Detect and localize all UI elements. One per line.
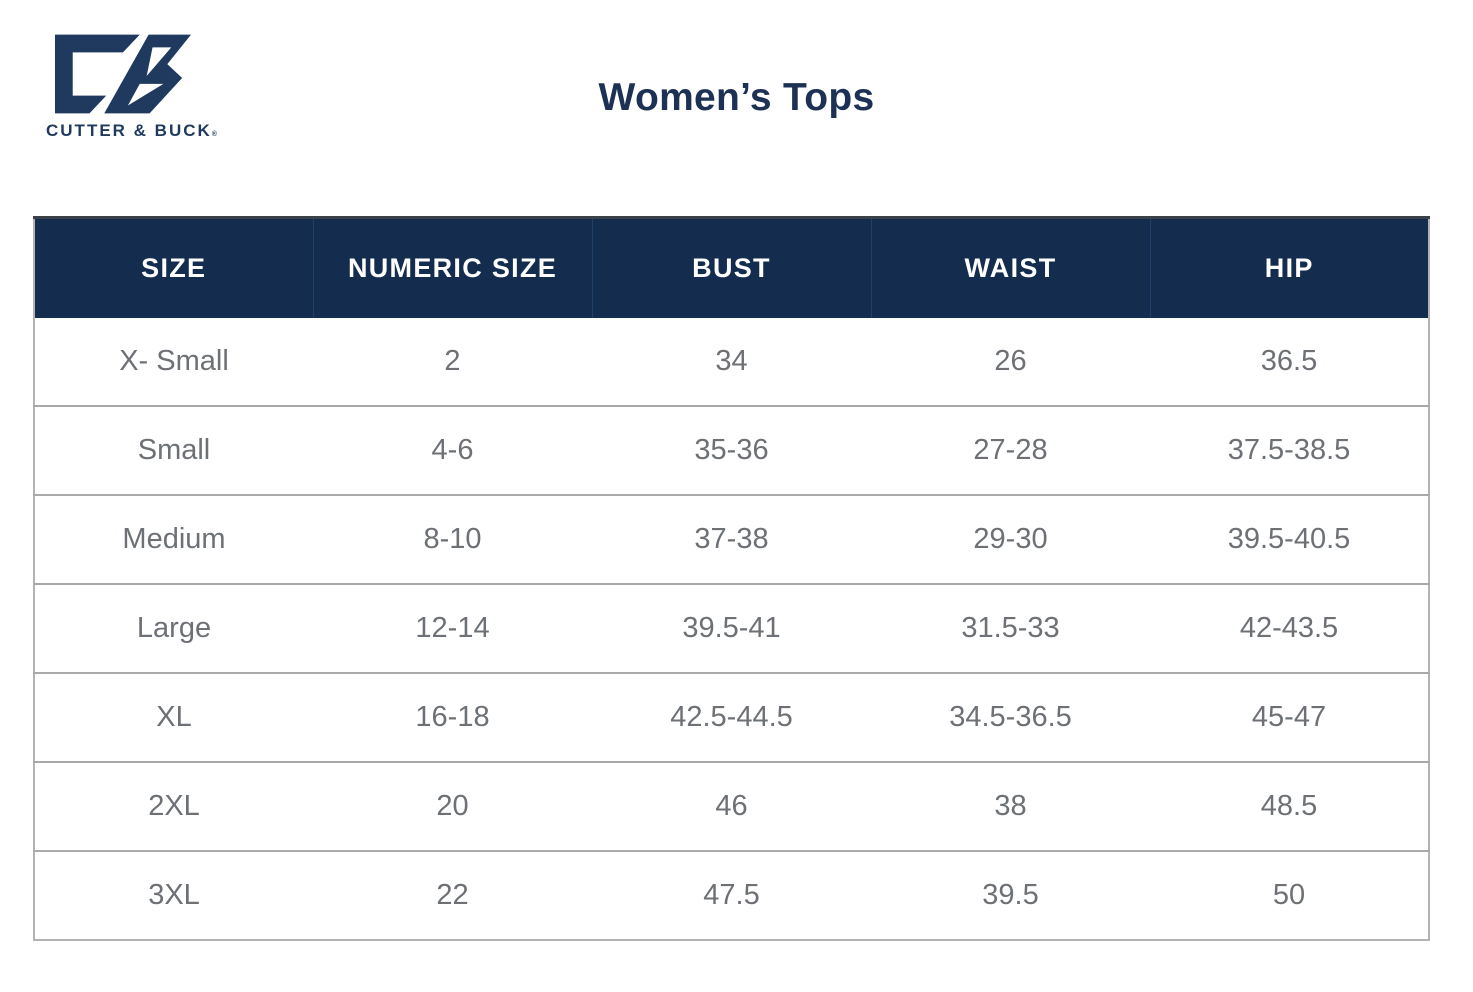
table-cell: 16-18 bbox=[313, 672, 592, 762]
column-header-hip: HIP bbox=[1149, 216, 1429, 318]
table-cell: 37.5-38.5 bbox=[1150, 405, 1429, 495]
table-row: XL 16-18 42.5-44.5 34.5-36.5 45-47 bbox=[34, 672, 1429, 762]
column-header-waist: WAIST bbox=[870, 216, 1150, 318]
table-cell: 8-10 bbox=[313, 494, 592, 584]
table-cell: 37-38 bbox=[592, 494, 871, 584]
table-cell: 45-47 bbox=[1150, 672, 1429, 762]
table-cell: Medium bbox=[34, 494, 313, 584]
table-cell: 34 bbox=[592, 318, 871, 406]
table-cell: 12-14 bbox=[313, 583, 592, 673]
table-cell: 20 bbox=[313, 761, 592, 851]
table-cell: 22 bbox=[313, 850, 592, 940]
table-cell: 39.5 bbox=[871, 850, 1150, 940]
size-chart-table: SIZE NUMERIC SIZE BUST WAIST HIP X- Smal… bbox=[33, 216, 1430, 941]
size-chart-header: SIZE NUMERIC SIZE BUST WAIST HIP bbox=[34, 216, 1429, 318]
table-cell: 35-36 bbox=[592, 405, 871, 495]
table-cell: 2 bbox=[313, 318, 592, 406]
brand-wordmark: CUTTER & BUCK® bbox=[46, 121, 217, 141]
table-cell: 34.5-36.5 bbox=[871, 672, 1150, 762]
page-title: Women’s Tops bbox=[598, 76, 875, 119]
table-cell: 39.5-41 bbox=[592, 583, 871, 673]
table-row: 3XL 22 47.5 39.5 50 bbox=[34, 850, 1429, 940]
table-cell: 39.5-40.5 bbox=[1150, 494, 1429, 584]
table-row: Small 4-6 35-36 27-28 37.5-38.5 bbox=[34, 405, 1429, 495]
brand-logo: CUTTER & BUCK® bbox=[46, 34, 217, 141]
column-header-numeric-size: NUMERIC SIZE bbox=[312, 216, 592, 318]
registered-trademark: ® bbox=[211, 131, 217, 138]
table-cell: 27-28 bbox=[871, 405, 1150, 495]
table-cell: 31.5-33 bbox=[871, 583, 1150, 673]
column-header-bust: BUST bbox=[591, 216, 871, 318]
size-table-body: X- Small 2 34 26 36.5 Small 4-6 35-36 27-28 37.5-… bbox=[34, 318, 1429, 940]
table-cell: 26 bbox=[871, 318, 1150, 406]
table-header-row: SIZE NUMERIC SIZE BUST WAIST HIP bbox=[34, 216, 1429, 318]
table-cell: 3XL bbox=[34, 850, 313, 940]
table-cell: 48.5 bbox=[1150, 761, 1429, 851]
table-cell: 46 bbox=[592, 761, 871, 851]
cutter-buck-monogram-icon bbox=[54, 34, 191, 114]
table-cell: 50 bbox=[1150, 850, 1429, 940]
table-cell: Large bbox=[34, 583, 313, 673]
table-cell: 42.5-44.5 bbox=[592, 672, 871, 762]
brand-wordmark-text: CUTTER & BUCK bbox=[46, 121, 212, 140]
table-cell: 47.5 bbox=[592, 850, 871, 940]
table-row: Medium 8-10 37-38 29-30 39.5-40.5 bbox=[34, 494, 1429, 584]
table-cell: 4-6 bbox=[313, 405, 592, 495]
table-cell: Small bbox=[34, 405, 313, 495]
table-row: Large 12-14 39.5-41 31.5-33 42-43.5 bbox=[34, 583, 1429, 673]
table-cell: 38 bbox=[871, 761, 1150, 851]
table-cell: X- Small bbox=[34, 318, 313, 406]
table-row: X- Small 2 34 26 36.5 bbox=[34, 318, 1429, 406]
table-cell: 36.5 bbox=[1150, 318, 1429, 406]
table-cell: 42-43.5 bbox=[1150, 583, 1429, 673]
table-cell: XL bbox=[34, 672, 313, 762]
table-cell: 2XL bbox=[34, 761, 313, 851]
table-cell: 29-30 bbox=[871, 494, 1150, 584]
table-row: 2XL 20 46 38 48.5 bbox=[34, 761, 1429, 851]
column-header-size: SIZE bbox=[34, 216, 313, 318]
